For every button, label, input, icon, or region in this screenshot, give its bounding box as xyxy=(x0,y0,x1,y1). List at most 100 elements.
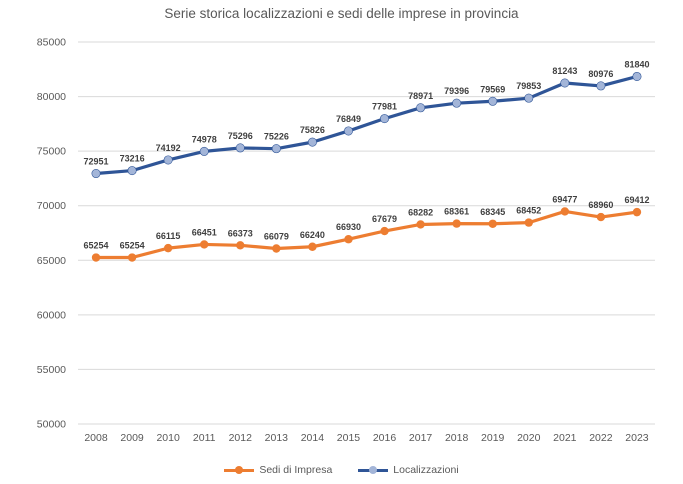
y-tick-label: 80000 xyxy=(37,91,66,103)
data-label: 79396 xyxy=(444,86,469,96)
x-tick-label: 2009 xyxy=(120,432,144,444)
data-point xyxy=(488,219,497,228)
data-label: 79853 xyxy=(516,81,541,91)
data-point xyxy=(452,98,462,108)
data-point xyxy=(127,166,137,176)
data-point xyxy=(343,126,353,136)
data-label: 66240 xyxy=(300,230,325,240)
line-marker-icon xyxy=(358,466,389,474)
data-label: 68345 xyxy=(480,207,505,217)
data-point xyxy=(199,146,209,156)
data-point xyxy=(380,226,389,236)
y-tick-label: 60000 xyxy=(37,309,66,321)
data-label: 76849 xyxy=(336,114,361,124)
data-point xyxy=(272,244,281,253)
x-tick-label: 2015 xyxy=(337,432,361,444)
data-label: 68361 xyxy=(444,207,469,217)
data-point xyxy=(596,81,606,91)
data-point xyxy=(380,114,390,124)
data-point xyxy=(91,253,101,262)
x-tick-label: 2017 xyxy=(409,432,433,444)
data-label: 78971 xyxy=(408,91,433,101)
legend: Sedi di Impresa Localizzazioni xyxy=(0,464,683,476)
series-line-0 xyxy=(94,209,639,260)
data-label: 72951 xyxy=(84,157,109,167)
data-label: 67679 xyxy=(372,214,397,224)
series-line-1 xyxy=(94,74,639,176)
y-tick-label: 65000 xyxy=(37,255,66,267)
x-tick-label: 2021 xyxy=(553,432,577,444)
data-point xyxy=(307,137,317,147)
data-label: 65254 xyxy=(84,241,109,251)
data-point xyxy=(200,240,209,249)
data-point xyxy=(524,93,534,103)
data-point xyxy=(163,243,173,253)
data-label: 66930 xyxy=(336,222,361,232)
data-label: 75226 xyxy=(264,132,289,142)
data-label: 69477 xyxy=(552,194,577,204)
y-tick-label: 85000 xyxy=(37,37,66,49)
x-tick-label: 2018 xyxy=(445,432,469,444)
data-point xyxy=(271,144,281,154)
x-tick-label: 2013 xyxy=(265,432,289,444)
data-label: 74192 xyxy=(156,143,181,153)
line-marker-icon xyxy=(224,466,255,474)
data-point xyxy=(236,241,245,250)
data-point xyxy=(127,253,137,262)
data-label: 81840 xyxy=(624,59,649,69)
data-label: 75296 xyxy=(228,131,253,141)
x-tick-label: 2020 xyxy=(517,432,541,444)
data-point xyxy=(308,242,317,251)
data-label: 69412 xyxy=(624,195,649,205)
y-tick-label: 75000 xyxy=(37,146,66,158)
data-label: 68960 xyxy=(588,200,613,210)
data-point xyxy=(163,155,173,165)
data-label: 81243 xyxy=(552,66,577,76)
x-tick-label: 2016 xyxy=(373,432,397,444)
data-point xyxy=(416,220,425,229)
data-point xyxy=(452,219,461,228)
x-tick-label: 2010 xyxy=(156,432,180,444)
data-label: 68452 xyxy=(516,206,541,216)
data-label: 68282 xyxy=(408,207,433,217)
data-label: 66115 xyxy=(156,231,181,241)
x-tick-label: 2012 xyxy=(229,432,253,444)
x-tick-label: 2008 xyxy=(84,432,108,444)
data-label: 79569 xyxy=(480,84,505,94)
chart-title: Serie storica localizzazioni e sedi dell… xyxy=(164,6,519,21)
data-label: 66079 xyxy=(264,232,289,242)
data-label: 77981 xyxy=(372,102,397,112)
y-tick-label: 70000 xyxy=(37,200,66,212)
data-label: 66373 xyxy=(228,228,253,238)
data-point xyxy=(416,103,426,113)
data-point xyxy=(488,96,498,106)
data-label: 66451 xyxy=(192,227,217,237)
data-point xyxy=(344,235,353,244)
x-tick-label: 2019 xyxy=(481,432,505,444)
data-label: 73216 xyxy=(120,154,145,164)
data-label: 65254 xyxy=(120,241,145,251)
legend-label: Localizzazioni xyxy=(393,464,459,476)
y-tick-label: 50000 xyxy=(37,419,66,431)
x-tick-label: 2011 xyxy=(193,432,216,444)
legend-label: Sedi di Impresa xyxy=(259,464,333,476)
data-point xyxy=(632,207,642,217)
data-point xyxy=(632,71,642,81)
data-point xyxy=(235,143,245,153)
data-point xyxy=(524,218,533,227)
data-point xyxy=(560,78,570,88)
data-point xyxy=(596,212,606,222)
data-label: 75826 xyxy=(300,125,325,135)
y-tick-label: 55000 xyxy=(37,364,66,376)
data-point xyxy=(91,169,101,179)
x-tick-label: 2022 xyxy=(589,432,613,444)
legend-item-sedi-di-impresa[interactable]: Sedi di Impresa xyxy=(224,464,332,476)
x-tick-label: 2014 xyxy=(301,432,325,444)
x-tick-label: 2023 xyxy=(625,432,649,444)
data-point xyxy=(560,207,570,216)
data-label: 80976 xyxy=(588,69,613,79)
legend-item-localizzazioni[interactable]: Localizzazioni xyxy=(358,464,459,476)
data-label: 74978 xyxy=(192,134,217,144)
